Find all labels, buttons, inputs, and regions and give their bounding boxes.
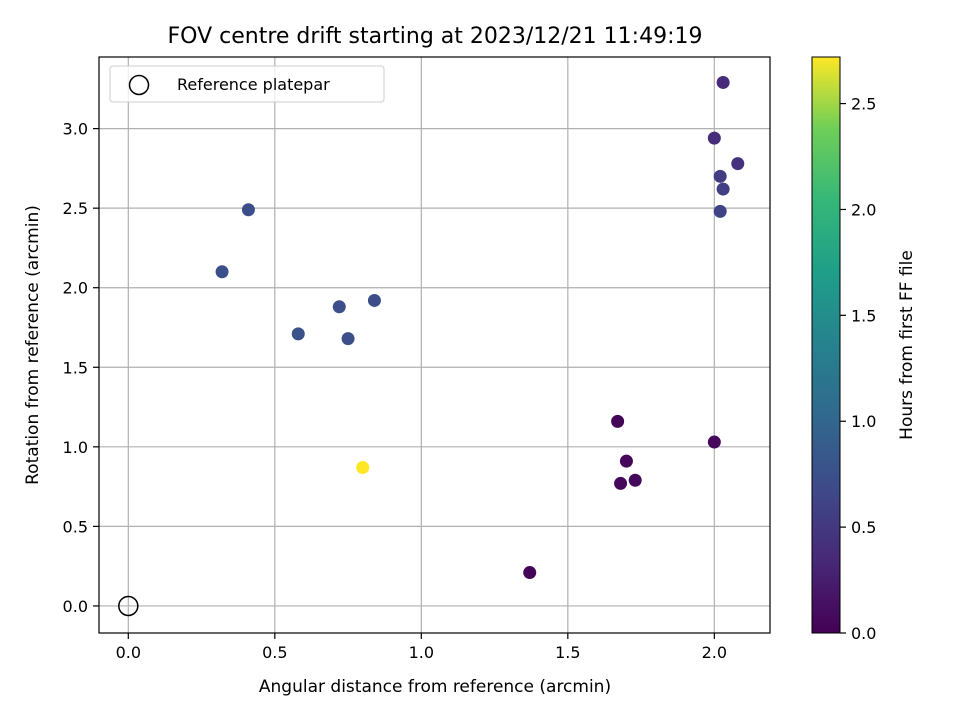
colorbar-tick-label: 1.5 xyxy=(851,306,876,325)
y-tick-label: 2.0 xyxy=(63,279,88,298)
chart-title: FOV centre drift starting at 2023/12/21 … xyxy=(168,24,703,49)
legend-entry-label: Reference platepar xyxy=(177,75,330,94)
scatter-point xyxy=(215,265,229,279)
x-tick-label: 2.0 xyxy=(702,643,727,662)
reference-platepar-marker xyxy=(118,595,139,617)
colorbar-label: Hours from first FF file xyxy=(897,250,917,440)
grid xyxy=(99,57,770,633)
colorbar-ticks: 0.0 0.5 1.0 1.5 2.0 2.5 xyxy=(840,95,876,643)
scatter-point xyxy=(341,332,355,346)
x-tick-label: 1.5 xyxy=(555,643,580,662)
scatter-point xyxy=(628,473,642,487)
scatter-point xyxy=(713,204,727,218)
scatter-point xyxy=(291,327,305,341)
colorbar-frame xyxy=(811,56,841,634)
x-tick-label: 0.0 xyxy=(116,643,141,662)
legend-marker-hollow-circle xyxy=(128,74,150,96)
x-axis-ticks: 0.0 0.5 1.0 1.5 2.0 xyxy=(116,633,727,662)
x-tick-label: 1.0 xyxy=(409,643,434,662)
reference-marker xyxy=(118,595,139,617)
legend: Reference platepar xyxy=(109,65,385,103)
plot-frame xyxy=(98,56,771,634)
scatter-point xyxy=(716,182,730,196)
legend-box xyxy=(109,65,385,103)
colorbar-tick-label: 2.0 xyxy=(851,200,876,219)
scatter-point xyxy=(356,461,370,475)
y-axis-ticks: 0.0 0.5 1.0 1.5 2.0 2.5 3.0 xyxy=(63,120,99,616)
scatter-point xyxy=(614,476,628,490)
scatter-point xyxy=(716,75,730,89)
colorbar-tick-label: 2.5 xyxy=(851,95,876,114)
y-tick-label: 1.0 xyxy=(63,438,88,457)
colorbar-tick-label: 0.5 xyxy=(851,518,876,537)
scatter-point xyxy=(523,566,537,580)
scatter-point xyxy=(332,300,346,314)
y-tick-label: 0.5 xyxy=(63,517,88,536)
colorbar-tick-label: 1.0 xyxy=(851,412,876,431)
scatter-point xyxy=(707,435,721,449)
x-tick-label: 0.5 xyxy=(262,643,287,662)
scatter-point xyxy=(707,131,721,145)
y-tick-label: 1.5 xyxy=(63,358,88,377)
scatter-point xyxy=(367,293,381,307)
colorbar-tick-label: 0.0 xyxy=(851,624,876,643)
scatter-point xyxy=(241,203,255,217)
colorbar xyxy=(812,57,840,633)
scatter-point xyxy=(619,454,633,468)
y-tick-label: 3.0 xyxy=(63,120,88,139)
scatter-point xyxy=(713,169,727,183)
scatter-point xyxy=(731,157,745,171)
scatter-point xyxy=(611,414,625,428)
y-tick-label: 2.5 xyxy=(63,199,88,218)
x-axis-label: Angular distance from reference (arcmin) xyxy=(259,677,611,697)
data-points xyxy=(215,75,745,580)
y-tick-label: 0.0 xyxy=(63,597,88,616)
y-axis-label: Rotation from reference (arcmin) xyxy=(23,205,43,485)
